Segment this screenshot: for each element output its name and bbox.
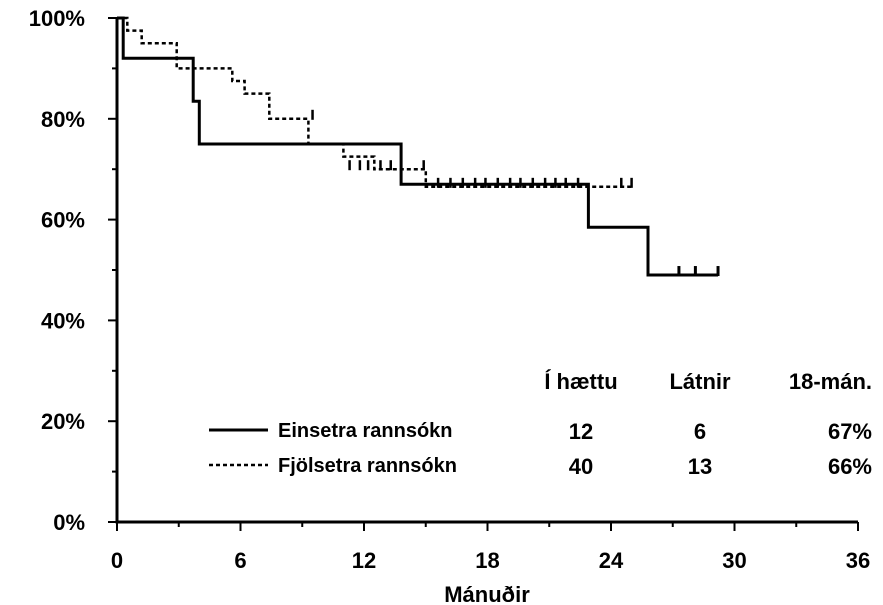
risk-table: Í hættu Látnir 18-mán. 12 6 67% 40 13 66% — [544, 369, 872, 479]
x-ticks: 0 6 12 18 24 30 36 — [111, 522, 870, 573]
risk-table-cell: 40 — [569, 454, 593, 479]
x-tick-label: 24 — [599, 548, 624, 573]
risk-table-header: Látnir — [669, 369, 731, 394]
axes: 0% 20% 40% 60% 80% 100% 0 6 12 18 24 30 36 Mánuðir — [29, 6, 871, 605]
x-tick-label: 36 — [846, 548, 870, 573]
x-tick-label: 30 — [722, 548, 746, 573]
y-tick-label: 40% — [41, 308, 85, 333]
legend: Einsetra rannsókn Fjölsetra rannsókn — [209, 420, 457, 477]
y-tick-label: 20% — [41, 409, 85, 434]
risk-table-header: Í hættu — [544, 369, 617, 394]
x-tick-label: 0 — [111, 548, 123, 573]
y-ticks: 0% 20% 40% 60% 80% 100% — [29, 6, 117, 535]
risk-table-cell: 6 — [694, 419, 706, 444]
x-tick-label: 12 — [352, 548, 376, 573]
risk-table-cell: 13 — [688, 454, 712, 479]
series-layer — [117, 16, 720, 277]
y-tick-label: 0% — [53, 510, 85, 535]
series-line-2 — [117, 16, 632, 189]
risk-table-cell: 12 — [569, 419, 593, 444]
x-tick-label: 18 — [475, 548, 499, 573]
risk-table-header: 18-mán. — [789, 369, 872, 394]
x-tick-label: 6 — [234, 548, 246, 573]
x-axis-title: Mánuðir — [444, 582, 530, 605]
series-line-1 — [117, 16, 718, 277]
y-tick-label: 100% — [29, 6, 85, 31]
y-tick-label: 80% — [41, 107, 85, 132]
legend-label-2: Fjölsetra rannsókn — [278, 455, 457, 477]
risk-table-cell: 67% — [828, 419, 872, 444]
risk-table-cell: 66% — [828, 454, 872, 479]
legend-label-1: Einsetra rannsókn — [278, 420, 453, 442]
y-tick-label: 60% — [41, 208, 85, 233]
